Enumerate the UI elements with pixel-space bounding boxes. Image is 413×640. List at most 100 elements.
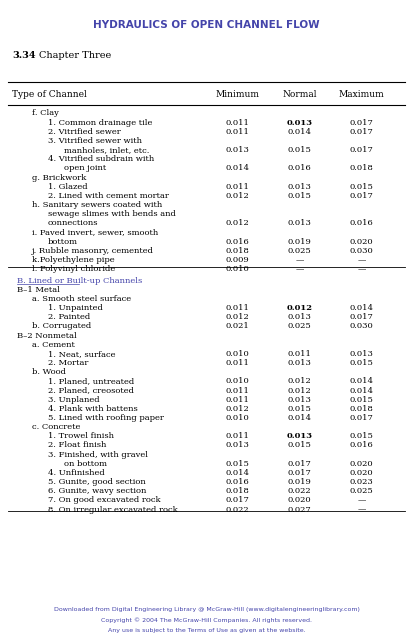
Text: 2. Mortar: 2. Mortar <box>48 359 88 367</box>
Text: 0.012: 0.012 <box>225 314 249 321</box>
Text: a. Cement: a. Cement <box>32 340 75 349</box>
Text: —: — <box>295 256 304 264</box>
Text: l. Polyvinyl chloride: l. Polyvinyl chloride <box>32 265 116 273</box>
Text: 0.020: 0.020 <box>349 460 373 468</box>
Text: 0.014: 0.014 <box>287 414 311 422</box>
Text: 1. Trowel finish: 1. Trowel finish <box>48 432 114 440</box>
Text: 0.010: 0.010 <box>225 378 249 385</box>
Text: 0.011: 0.011 <box>225 359 249 367</box>
Text: 0.013: 0.013 <box>287 220 311 227</box>
Text: 0.011: 0.011 <box>225 182 249 191</box>
Text: 0.013: 0.013 <box>287 396 311 404</box>
Text: 0.013: 0.013 <box>225 442 249 449</box>
Text: 0.014: 0.014 <box>225 469 249 477</box>
Text: 4. Unfinished: 4. Unfinished <box>48 469 104 477</box>
Text: k.Polyethylene pipe: k.Polyethylene pipe <box>32 256 115 264</box>
Text: 0.019: 0.019 <box>287 237 311 246</box>
Text: 0.017: 0.017 <box>349 314 373 321</box>
Text: 0.019: 0.019 <box>287 478 311 486</box>
Text: 0.022: 0.022 <box>287 487 311 495</box>
Text: manholes, inlet, etc.: manholes, inlet, etc. <box>64 146 149 154</box>
Text: 0.014: 0.014 <box>287 128 311 136</box>
Text: 0.017: 0.017 <box>349 192 373 200</box>
Text: 0.014: 0.014 <box>349 387 373 394</box>
Text: 0.030: 0.030 <box>349 323 373 330</box>
Text: 5. Gunite, good section: 5. Gunite, good section <box>48 478 146 486</box>
Text: 0.016: 0.016 <box>349 220 373 227</box>
Text: 0.017: 0.017 <box>349 128 373 136</box>
Text: 0.017: 0.017 <box>287 469 311 477</box>
Text: 1. Glazed: 1. Glazed <box>48 182 88 191</box>
Text: 0.020: 0.020 <box>287 497 311 504</box>
Text: 1. Planed, untreated: 1. Planed, untreated <box>48 378 134 385</box>
Text: 0.010: 0.010 <box>225 350 249 358</box>
Text: 0.011: 0.011 <box>225 432 249 440</box>
Text: 0.022: 0.022 <box>225 506 249 513</box>
Text: i. Paved invert, sewer, smooth: i. Paved invert, sewer, smooth <box>32 228 159 236</box>
Text: 0.013: 0.013 <box>287 432 312 440</box>
Text: 0.020: 0.020 <box>349 237 373 246</box>
Text: 0.017: 0.017 <box>287 460 311 468</box>
Text: —: — <box>357 497 366 504</box>
Text: 0.013: 0.013 <box>225 146 249 154</box>
Text: 3. Unplaned: 3. Unplaned <box>48 396 100 404</box>
Text: 0.015: 0.015 <box>287 192 311 200</box>
Text: 0.018: 0.018 <box>225 487 249 495</box>
Text: connections: connections <box>48 220 98 227</box>
Text: —: — <box>357 506 366 513</box>
Text: 0.013: 0.013 <box>287 118 312 127</box>
Text: f. Clay: f. Clay <box>32 109 59 118</box>
Text: 1. Neat, surface: 1. Neat, surface <box>48 350 115 358</box>
Text: 0.012: 0.012 <box>287 387 311 394</box>
Text: Copyright © 2004 The McGraw-Hill Companies. All rights reserved.: Copyright © 2004 The McGraw-Hill Compani… <box>101 618 312 623</box>
Text: 0.017: 0.017 <box>349 118 373 127</box>
Text: 0.015: 0.015 <box>349 182 373 191</box>
Text: 3. Vitrified sewer with: 3. Vitrified sewer with <box>48 137 142 145</box>
Text: 4. Vitrified subdrain with: 4. Vitrified subdrain with <box>48 156 154 163</box>
Text: 0.015: 0.015 <box>287 146 311 154</box>
Text: g. Brickwork: g. Brickwork <box>32 173 87 182</box>
Text: 2. Float finish: 2. Float finish <box>48 442 106 449</box>
Text: 0.011: 0.011 <box>225 396 249 404</box>
Text: j. Rubble masonry, cemented: j. Rubble masonry, cemented <box>32 246 154 255</box>
Text: 0.011: 0.011 <box>225 118 249 127</box>
Text: 0.012: 0.012 <box>287 304 312 312</box>
Text: bottom: bottom <box>48 237 78 246</box>
Text: 0.016: 0.016 <box>349 442 373 449</box>
Text: 0.025: 0.025 <box>287 323 311 330</box>
Text: —: — <box>295 265 304 273</box>
Text: B–1 Metal: B–1 Metal <box>17 286 59 294</box>
Text: HYDRAULICS OF OPEN CHANNEL FLOW: HYDRAULICS OF OPEN CHANNEL FLOW <box>93 20 320 31</box>
Text: h. Sanitary sewers coated with: h. Sanitary sewers coated with <box>32 201 162 209</box>
Text: 2. Planed, creosoted: 2. Planed, creosoted <box>48 387 134 394</box>
Text: 0.015: 0.015 <box>349 359 373 367</box>
Text: 0.012: 0.012 <box>287 378 311 385</box>
Text: 7. On good excavated rock: 7. On good excavated rock <box>48 497 161 504</box>
Text: 3. Finished, with gravel: 3. Finished, with gravel <box>48 451 148 459</box>
Text: 0.013: 0.013 <box>287 182 311 191</box>
Text: 0.023: 0.023 <box>349 478 373 486</box>
Text: 0.009: 0.009 <box>225 256 249 264</box>
Text: 0.011: 0.011 <box>225 387 249 394</box>
Text: 6. Gunite, wavy section: 6. Gunite, wavy section <box>48 487 146 495</box>
Text: —: — <box>357 256 366 264</box>
Text: 0.016: 0.016 <box>225 478 249 486</box>
Text: 0.014: 0.014 <box>349 378 373 385</box>
Text: 0.012: 0.012 <box>225 405 249 413</box>
Text: 0.012: 0.012 <box>225 220 249 227</box>
Text: B–2 Nonmetal: B–2 Nonmetal <box>17 332 76 340</box>
Text: b. Corrugated: b. Corrugated <box>32 323 91 330</box>
Text: 0.021: 0.021 <box>225 323 249 330</box>
Text: 0.014: 0.014 <box>349 304 373 312</box>
Text: —: — <box>357 265 366 273</box>
Text: a. Smooth steel surface: a. Smooth steel surface <box>32 295 131 303</box>
Text: 0.011: 0.011 <box>225 128 249 136</box>
Text: 0.017: 0.017 <box>349 414 373 422</box>
Text: c. Concrete: c. Concrete <box>32 423 81 431</box>
Text: 0.011: 0.011 <box>225 304 249 312</box>
Text: Maximum: Maximum <box>339 90 384 99</box>
Text: 8. On irregular excavated rock: 8. On irregular excavated rock <box>48 506 178 513</box>
Text: b. Wood: b. Wood <box>32 368 66 376</box>
Text: 5. Lined with roofing paper: 5. Lined with roofing paper <box>48 414 164 422</box>
Text: 0.010: 0.010 <box>225 265 249 273</box>
